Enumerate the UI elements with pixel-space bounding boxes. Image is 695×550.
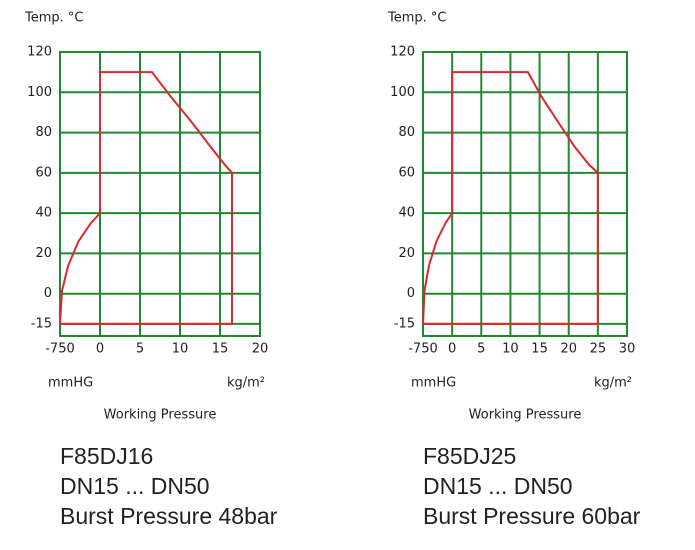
x-tick-label: -750	[408, 342, 438, 357]
x-axis-unit-right: kg/m²	[227, 376, 265, 391]
caption-line: DN15 ... DN50	[423, 473, 573, 499]
y-tick-label: 0	[407, 286, 415, 301]
x-axis-label: Working Pressure	[469, 408, 582, 423]
y-axis-label: Temp. °C	[24, 11, 84, 26]
y-tick-label: 20	[35, 246, 52, 261]
y-tick-label: 60	[35, 165, 52, 180]
x-tick-label: 20	[252, 342, 269, 357]
y-tick-label: 20	[398, 246, 415, 261]
y-tick-label: 80	[35, 125, 52, 140]
x-tick-label: 15	[212, 342, 229, 357]
x-tick-label: 30	[619, 342, 636, 357]
caption-line: F85DJ16	[60, 443, 153, 469]
y-tick-label: 40	[398, 206, 415, 221]
x-tick-label: 20	[560, 342, 577, 357]
y-tick-label: 80	[398, 125, 415, 140]
x-tick-label: 10	[502, 342, 519, 357]
x-axis-unit-right: kg/m²	[594, 376, 632, 391]
x-axis-unit-left: mmHG	[411, 376, 456, 391]
caption-line: DN15 ... DN50	[60, 473, 210, 499]
x-axis-label: Working Pressure	[104, 408, 217, 423]
y-tick-label: 0	[44, 286, 52, 301]
caption-line: Burst Pressure 60bar	[423, 503, 641, 529]
x-tick-label: 5	[477, 342, 485, 357]
x-tick-label: 0	[448, 342, 456, 357]
y-tick-label: 120	[390, 45, 415, 60]
y-tick-label: 120	[27, 45, 52, 60]
plot-frame	[59, 51, 261, 337]
y-tick-label: 100	[27, 85, 52, 100]
operating-envelope	[422, 71, 599, 325]
x-tick-label: 15	[531, 342, 548, 357]
y-tick-label: -15	[394, 316, 415, 331]
y-tick-label: -15	[31, 316, 52, 331]
plot-frame	[422, 51, 628, 337]
x-axis-unit-left: mmHG	[48, 376, 93, 391]
y-axis-label: Temp. °C	[387, 11, 447, 26]
x-tick-label: -750	[45, 342, 75, 357]
x-tick-label: 10	[172, 342, 189, 357]
y-tick-label: 100	[390, 85, 415, 100]
operating-envelope	[59, 71, 233, 325]
y-tick-label: 60	[398, 165, 415, 180]
x-tick-label: 5	[136, 342, 144, 357]
x-tick-label: 25	[590, 342, 607, 357]
caption-line: Burst Pressure 48bar	[60, 503, 278, 529]
x-tick-label: 0	[96, 342, 104, 357]
caption-line: F85DJ25	[423, 443, 516, 469]
y-tick-label: 40	[35, 206, 52, 221]
